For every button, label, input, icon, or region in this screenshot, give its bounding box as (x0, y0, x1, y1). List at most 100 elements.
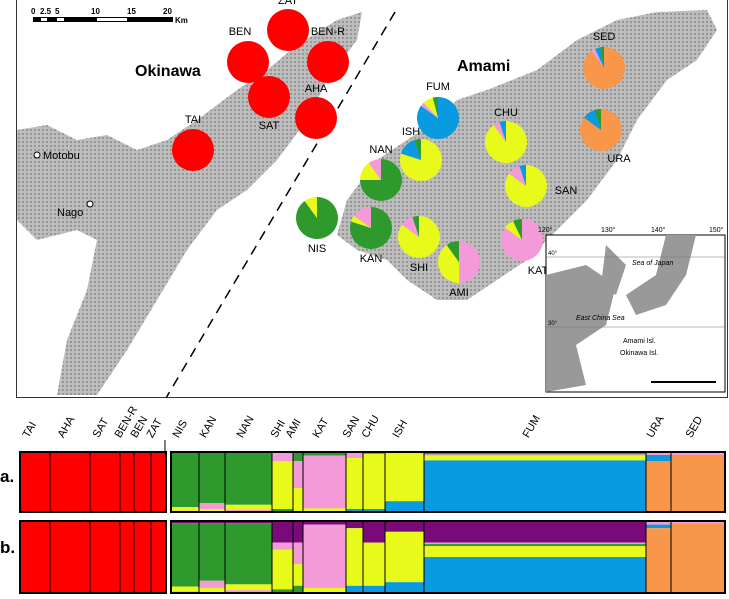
structure-segment (293, 488, 303, 512)
structure-segment (20, 521, 50, 593)
boundary-dashed-line (165, 11, 396, 399)
pie-label: KAN (360, 253, 383, 265)
structure-segment (171, 521, 199, 524)
pie-slice (423, 97, 438, 118)
pie-aha: AHA (295, 83, 337, 139)
structure-segment (346, 521, 363, 529)
pie-slice (227, 41, 269, 83)
pie-label: FUM (426, 81, 450, 93)
structure-segment (385, 453, 424, 502)
lon-tick: 130° (601, 226, 616, 234)
pie-slice (359, 163, 381, 180)
population-label: NAN (234, 413, 257, 440)
structure-segment (50, 452, 90, 512)
pie-slice (417, 97, 460, 140)
structure-segment (671, 455, 725, 512)
structure-segment (346, 452, 363, 458)
structure-segment (424, 557, 646, 593)
pie-slice (295, 97, 337, 139)
structure-segment (225, 523, 272, 585)
scale-unit: Km (175, 16, 188, 25)
structure-segment (303, 452, 346, 456)
map-svg: 0 2.5 5 10 15 20 Km Okinawa Amami Motobu Nago… (17, 0, 726, 399)
structure-segment (303, 587, 346, 593)
structure-segment (134, 521, 151, 593)
structure-segment (134, 452, 151, 512)
structure-segment (293, 564, 303, 586)
structure-segment (293, 452, 303, 461)
pie-slice (248, 76, 290, 118)
structure-segment (303, 508, 346, 512)
pie-slice (485, 121, 527, 163)
structure-segment (424, 546, 646, 557)
structure-segment (303, 524, 346, 588)
pie-slice (421, 102, 438, 118)
pie-slice (267, 9, 309, 51)
structure-segment (272, 509, 293, 512)
pie-label: NAN (369, 144, 392, 156)
population-label: URA (644, 413, 667, 440)
pie-label: SAN (555, 185, 578, 197)
lon-tick: 150° (709, 226, 724, 234)
structure-segment (646, 524, 671, 529)
structure-segment (424, 460, 646, 512)
structure-segment (20, 452, 50, 512)
structure-segment (424, 542, 646, 545)
structure-plot (19, 440, 726, 594)
pie-slice (412, 216, 419, 237)
lon-tick: 120° (538, 226, 553, 234)
structure-segment (272, 549, 293, 590)
structure-segment (151, 452, 166, 512)
structure-segment (293, 585, 303, 593)
pie-san: SAN (505, 165, 578, 208)
structure-segment (303, 521, 346, 525)
structure-segment (199, 503, 225, 509)
pie-slice (493, 122, 506, 142)
pie-label: TAI (185, 114, 201, 126)
pie-slice (594, 109, 601, 130)
structure-segment (646, 461, 671, 512)
structure-segment (646, 521, 671, 525)
pie-slice (595, 47, 604, 68)
structure-segment (671, 521, 725, 524)
structure-segment (199, 580, 225, 588)
pie-slice (600, 47, 604, 68)
structure-segment (646, 455, 671, 461)
pie-label: CHU (494, 107, 518, 119)
population-label: FUM (520, 413, 543, 440)
structure-segment (171, 507, 199, 511)
structure-segment (225, 452, 272, 505)
structure-segment (225, 504, 272, 510)
structure-segment (671, 523, 725, 593)
structure-segment (199, 509, 225, 512)
structure-segment (272, 521, 293, 543)
structure-segment (424, 452, 646, 455)
structure-segment (90, 452, 120, 512)
town-marker (86, 200, 94, 208)
pie-slice (505, 165, 548, 208)
scale-tick: 5 (55, 7, 60, 16)
map-panel: 0 2.5 5 10 15 20 Km Okinawa Amami Motobu Nago… (16, 0, 728, 399)
structure-segment (646, 528, 671, 593)
structure-segment (225, 590, 272, 593)
pie-slice (398, 216, 441, 258)
scale-bar: 0 2.5 5 10 15 20 Km (31, 7, 188, 25)
structure-segment (151, 521, 166, 593)
structure-segment (225, 521, 272, 524)
pie-nan: NAN (359, 144, 402, 201)
okinawa-frame (19, 520, 167, 594)
pie-slice (513, 219, 522, 240)
structure-row-b (19, 520, 726, 594)
structure-segment (346, 528, 363, 586)
structure-segment (225, 584, 272, 591)
structure-row-a (19, 451, 726, 513)
pie-nis: NIS (296, 197, 338, 255)
structure-segment (424, 455, 646, 461)
sea-label: East China Sea (576, 315, 625, 322)
town-label: Nago (57, 207, 83, 219)
pie-label: ISH (402, 126, 420, 138)
structure-segment (293, 461, 303, 488)
pie-slice (432, 97, 438, 118)
